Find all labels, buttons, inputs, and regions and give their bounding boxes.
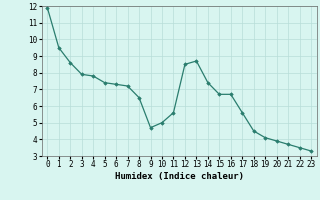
X-axis label: Humidex (Indice chaleur): Humidex (Indice chaleur) (115, 172, 244, 181)
